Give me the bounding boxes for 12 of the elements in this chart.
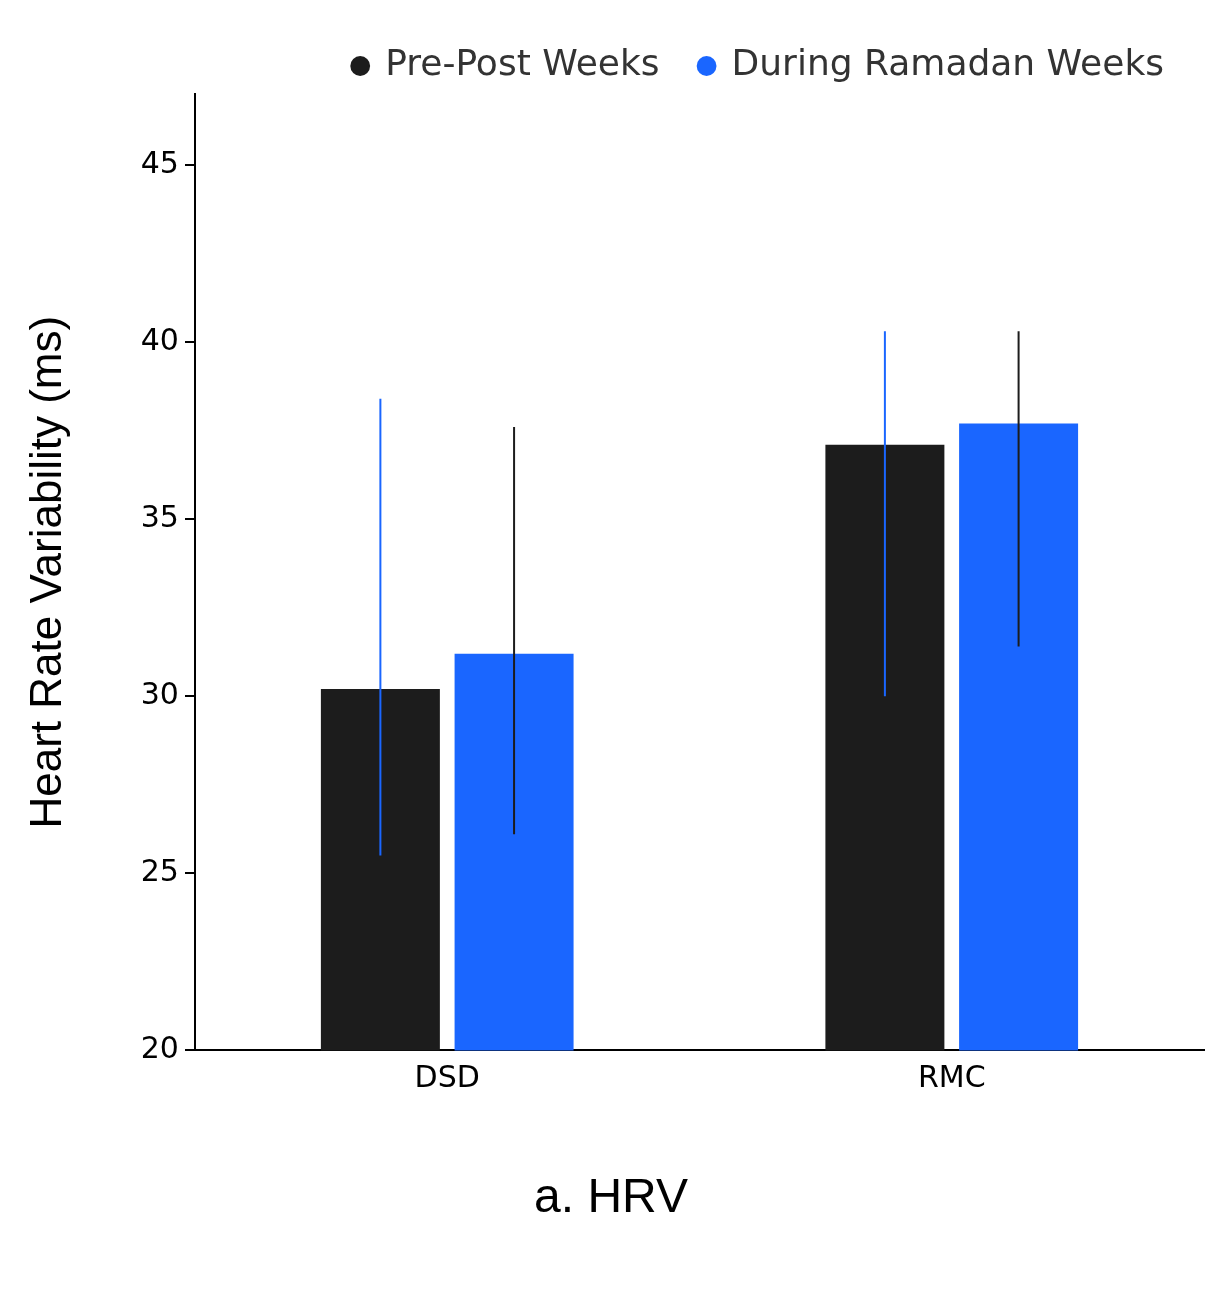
y-tick-label: 20: [140, 1030, 179, 1066]
legend-label: During Ramadan Weeks: [731, 42, 1164, 84]
y-tick-label: 30: [140, 675, 179, 711]
y-tick-label: 35: [140, 498, 179, 534]
y-tick-label: 25: [140, 853, 179, 889]
x-tick-label: RMC: [917, 1059, 986, 1095]
x-tick-label: DSD: [414, 1059, 480, 1095]
y-tick-label: 45: [140, 144, 179, 180]
y-tick-label: 40: [140, 321, 179, 357]
y-axis-title: Heart Rate Variability (ms): [20, 315, 70, 829]
text: a. HRV: [534, 1169, 688, 1223]
legend-label: Pre-Post Weeks: [385, 42, 660, 84]
